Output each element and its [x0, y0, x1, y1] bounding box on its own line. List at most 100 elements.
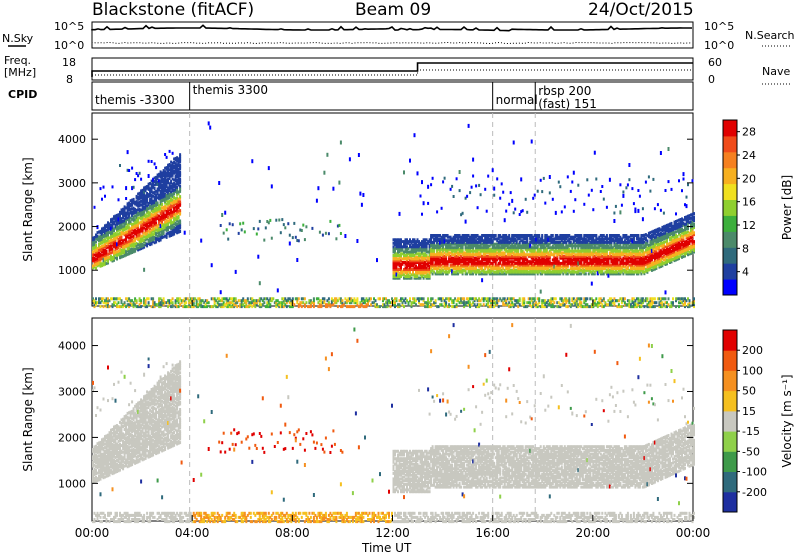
data-cell [470, 270, 473, 274]
data-cell [485, 251, 488, 255]
data-cell [167, 170, 170, 174]
data-cell [290, 301, 293, 305]
data-cell [95, 240, 97, 244]
data-cell [171, 177, 174, 181]
data-cell [147, 184, 150, 188]
data-cell [102, 226, 105, 230]
data-cell [137, 243, 140, 247]
data-cell [524, 267, 527, 271]
data-cell [177, 162, 180, 166]
data-cell [530, 299, 533, 303]
data-cell [159, 191, 162, 195]
data-cell [134, 242, 137, 246]
data-cell [303, 238, 306, 242]
data-cell [132, 225, 135, 229]
data-cell [96, 252, 99, 256]
data-cell [167, 189, 170, 193]
data-cell [461, 249, 464, 253]
data-cell [147, 297, 150, 301]
data-cell [518, 237, 521, 241]
data-cell [521, 240, 524, 244]
data-cell [165, 206, 168, 210]
data-cell [524, 244, 527, 248]
data-cell [131, 226, 134, 230]
data-cell [493, 256, 496, 260]
data-cell [251, 305, 254, 309]
data-cell [428, 248, 431, 252]
data-cell [228, 301, 231, 305]
data-cell [509, 272, 512, 276]
data-cell [158, 186, 161, 190]
data-cell [398, 261, 401, 264]
data-cell [436, 270, 439, 274]
data-cell [159, 189, 162, 193]
data-cell [144, 197, 147, 201]
data-cell [144, 301, 147, 305]
data-cell [535, 261, 538, 265]
data-cell [557, 253, 560, 257]
data-cell [147, 235, 150, 238]
data-cell [176, 196, 179, 200]
data-cell [571, 246, 574, 250]
data-cell [530, 263, 533, 267]
data-cell [206, 301, 209, 305]
data-cell [463, 258, 466, 262]
data-cell [569, 305, 572, 309]
data-cell [409, 262, 411, 266]
data-cell [150, 237, 153, 241]
data-cell [532, 242, 535, 246]
data-cell [535, 254, 538, 258]
data-cell [533, 261, 536, 265]
data-cell [512, 235, 515, 239]
data-cell [479, 254, 482, 258]
data-cell [458, 297, 461, 301]
data-cell [162, 184, 165, 188]
data-cell [128, 299, 131, 303]
data-cell [143, 297, 146, 301]
data-cell [574, 242, 577, 246]
data-cell [490, 272, 493, 276]
data-cell [137, 197, 140, 201]
data-cell [164, 234, 167, 238]
data-cell [409, 299, 411, 303]
data-cell [580, 235, 583, 239]
data-cell [129, 220, 132, 224]
data-cell [108, 225, 111, 229]
data-cell [500, 272, 503, 276]
data-cell [123, 210, 126, 214]
data-cell [416, 240, 419, 244]
data-cell [481, 242, 484, 246]
data-cell [425, 247, 428, 251]
data-cell [252, 227, 255, 231]
data-cell [409, 240, 411, 244]
data-cell [448, 235, 451, 239]
data-cell [114, 226, 117, 230]
data-cell [496, 258, 499, 262]
data-cell [518, 213, 521, 216]
data-cell [436, 210, 439, 214]
data-cell [571, 242, 574, 246]
data-cell [108, 231, 111, 235]
data-cell [475, 256, 478, 260]
data-cell [467, 234, 470, 237]
data-cell [521, 267, 524, 271]
data-cell [428, 275, 431, 278]
data-cell [150, 221, 153, 225]
data-cell [574, 247, 577, 251]
data-cell [152, 206, 155, 210]
data-cell [515, 253, 518, 257]
data-cell [177, 160, 180, 164]
data-cell [467, 268, 470, 272]
data-cell [242, 297, 245, 301]
data-cell [296, 297, 299, 301]
data-cell [113, 250, 115, 254]
data-cell [128, 203, 131, 207]
data-cell [415, 275, 417, 278]
data-cell [431, 258, 434, 262]
data-cell [415, 241, 417, 245]
data-cell [500, 299, 503, 303]
data-cell [111, 242, 114, 245]
data-cell [554, 246, 557, 250]
data-cell [403, 257, 405, 261]
data-cell [138, 228, 141, 232]
